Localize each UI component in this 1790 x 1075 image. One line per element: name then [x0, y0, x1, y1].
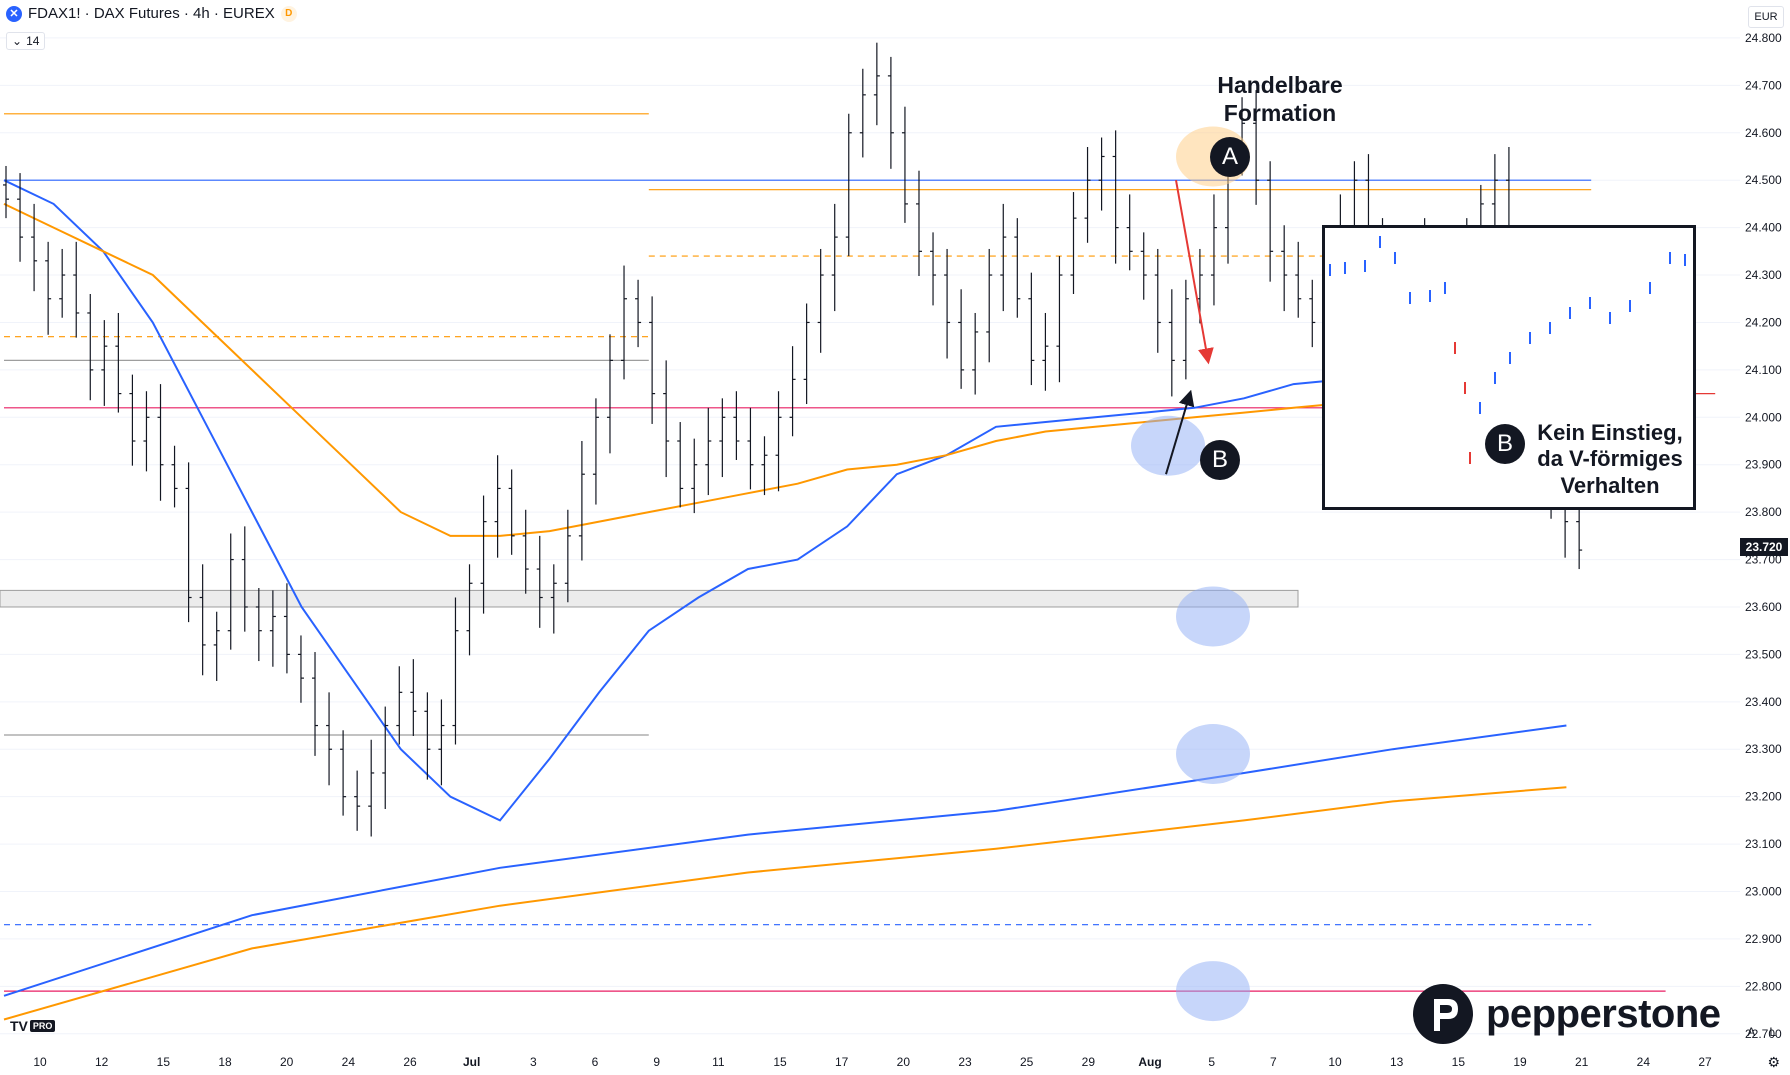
scale-buttons: A L: [1747, 1025, 1776, 1039]
price-tick-label: 24.100: [1745, 363, 1782, 377]
time-axis: 10 12 15 18 20 24 26 Jul 3 6 9 11 15 17 20 23 25 29 Aug 5 7 1…: [33, 1055, 1712, 1069]
time-tick-label: 18: [218, 1055, 232, 1069]
time-tick-label: 5: [1208, 1055, 1215, 1069]
tv-logo-text: TV: [10, 1018, 28, 1034]
time-tick-label: 24: [342, 1055, 356, 1069]
target-circle: [1131, 415, 1205, 476]
x-circle-icon[interactable]: ✕: [6, 5, 22, 22]
price-tick-label: 23.200: [1745, 790, 1782, 804]
time-tick-label: 29: [1082, 1055, 1096, 1069]
time-tick-label: 9: [653, 1055, 660, 1069]
price-tick-label: 23.800: [1745, 505, 1782, 519]
time-tick-label: 10: [1328, 1055, 1342, 1069]
price-tick-label: 23.900: [1745, 458, 1782, 472]
price-tick-label: 24.700: [1745, 78, 1782, 92]
price-tick-label: 24.300: [1745, 268, 1782, 282]
price-tick-label: 22.700: [1745, 1027, 1782, 1041]
time-tick-label: Aug: [1138, 1055, 1161, 1069]
time-tick-label: 3: [530, 1055, 537, 1069]
price-tick-label: 22.900: [1745, 932, 1782, 946]
target-circle: [1176, 961, 1250, 1022]
target-circle: [1176, 586, 1250, 647]
symbol-title[interactable]: FDAX1! · DAX Futures · 4h · EUREX: [28, 5, 275, 22]
time-tick-label: 13: [1390, 1055, 1404, 1069]
time-tick-label: 15: [1452, 1055, 1466, 1069]
time-tick-label: 12: [95, 1055, 109, 1069]
support-zone: [0, 589, 1299, 608]
time-tick-label: 21: [1575, 1055, 1589, 1069]
last-price-tag: 23.720: [1740, 538, 1788, 556]
inset-chart-svg: [1329, 236, 1686, 464]
red-arrow: [1175, 180, 1214, 365]
log-scale-button[interactable]: L: [1769, 1025, 1776, 1039]
indicator-value: 14: [26, 34, 40, 48]
blue-ema-long-line: [3, 724, 1567, 997]
time-tick-label: 15: [773, 1055, 787, 1069]
tv-pro-badge: PRO: [29, 1020, 56, 1032]
target-circle: [1176, 723, 1250, 784]
gear-icon[interactable]: ⚙: [1767, 1054, 1780, 1070]
support-zone-rect: [0, 589, 1299, 608]
brand-name: pepperstone: [1486, 991, 1721, 1036]
price-tick-label: 23.000: [1745, 885, 1782, 899]
inset-text: Kein Einstieg, da V-förmiges Verhalten: [1537, 420, 1683, 498]
time-tick-label: 23: [958, 1055, 972, 1069]
delayed-badge[interactable]: D: [280, 5, 297, 22]
tradingview-logo[interactable]: TV PRO: [10, 1018, 56, 1034]
indicator-legend[interactable]: ⌄ 14: [6, 32, 46, 50]
grid: [0, 37, 1740, 1035]
annotation-arrows: [1165, 180, 1214, 475]
orange-ema-long-line: [3, 786, 1567, 1021]
time-tick-label: 15: [157, 1055, 171, 1069]
chart-header: ✕ FDAX1! · DAX Futures · 4h · EUREX D: [6, 5, 297, 22]
price-tick-label: 24.400: [1745, 221, 1782, 235]
price-tick-label: 23.100: [1745, 837, 1782, 851]
time-tick-label: 11: [712, 1055, 725, 1069]
auto-scale-button[interactable]: A: [1747, 1025, 1756, 1039]
price-tick-label: 24.200: [1745, 315, 1782, 329]
time-tick-label: 10: [33, 1055, 47, 1069]
time-tick-label: 7: [1270, 1055, 1277, 1069]
time-tick-label: 27: [1698, 1055, 1712, 1069]
horizontal-levels: [4, 113, 1716, 992]
time-tick-label: 26: [403, 1055, 417, 1069]
price-tick-label: 24.800: [1745, 31, 1782, 45]
time-tick-label: 19: [1513, 1055, 1527, 1069]
chevron-down-icon[interactable]: ⌄: [12, 34, 23, 48]
time-tick-label: 17: [835, 1055, 849, 1069]
price-tick-label: 22.800: [1745, 979, 1782, 993]
price-tick-label: 23.500: [1745, 647, 1782, 661]
inset-b-label: B: [1485, 424, 1525, 464]
pepperstone-logo: pepperstone: [1412, 983, 1721, 1045]
price-tick-label: 24.600: [1745, 126, 1782, 140]
time-tick-label: 20: [897, 1055, 911, 1069]
price-tick-label: 23.700: [1745, 553, 1782, 567]
annotation-a-text: Handelbare Formation: [1217, 72, 1343, 126]
currency-button[interactable]: EUR: [1748, 6, 1784, 28]
pepperstone-p-logo-icon: [1413, 984, 1473, 1044]
annotation-b-label: B: [1200, 440, 1240, 480]
price-axis: 22.700 22.800 22.900 23.000 23.100 23.200 23.3…: [1745, 31, 1782, 1041]
black-arrow: [1165, 389, 1195, 475]
time-tick-label: 24: [1637, 1055, 1651, 1069]
price-tick-label: 23.600: [1745, 600, 1782, 614]
time-tick-label: 6: [592, 1055, 599, 1069]
inset-mini-chart: B Kein Einstieg, da V-förmiges Verhalten: [1322, 225, 1696, 510]
time-tick-label: Jul: [463, 1055, 480, 1069]
time-tick-label: 25: [1020, 1055, 1034, 1069]
price-tick-label: 24.000: [1745, 410, 1782, 424]
price-tick-label: 23.300: [1745, 742, 1782, 756]
price-tick-label: 24.500: [1745, 173, 1782, 187]
price-tick-label: 23.400: [1745, 695, 1782, 709]
time-tick-label: 20: [280, 1055, 294, 1069]
annotation-a-label: A: [1210, 137, 1250, 177]
